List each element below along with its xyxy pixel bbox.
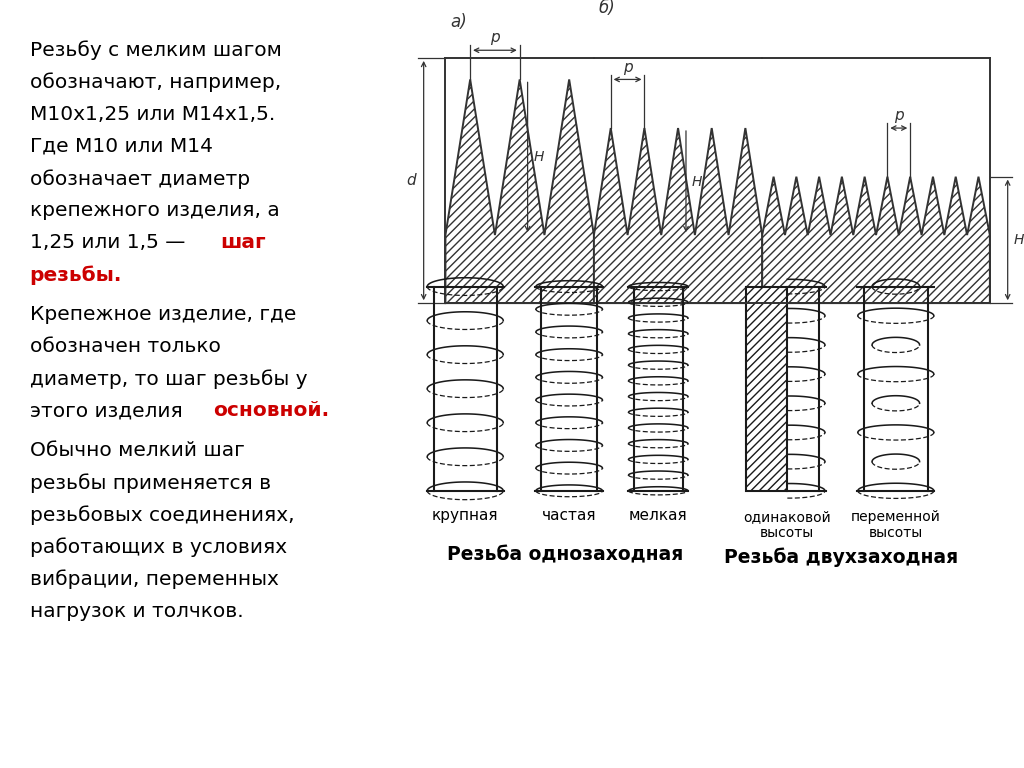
Text: мелкая: мелкая xyxy=(629,508,687,523)
Text: частая: частая xyxy=(542,508,596,523)
Text: р: р xyxy=(894,108,903,123)
Text: М10х1,25 или М14х1,5.: М10х1,25 или М14х1,5. xyxy=(30,104,275,124)
Text: Где М10 или М14: Где М10 или М14 xyxy=(30,137,213,156)
Text: а): а) xyxy=(451,13,467,31)
Text: резьбовых соединениях,: резьбовых соединениях, xyxy=(30,505,294,525)
Text: одинаковой: одинаковой xyxy=(743,510,830,525)
Text: вибрации, переменных: вибрации, переменных xyxy=(30,570,279,589)
Text: Крепежное изделие, где: Крепежное изделие, где xyxy=(30,305,296,324)
Text: обозначают, например,: обозначают, например, xyxy=(30,73,281,92)
Text: основной.: основной. xyxy=(213,402,329,420)
Text: диаметр, то шаг резьбы у: диаметр, то шаг резьбы у xyxy=(30,369,307,389)
Text: H: H xyxy=(534,151,544,164)
Text: р: р xyxy=(623,60,633,74)
Polygon shape xyxy=(745,286,787,491)
Polygon shape xyxy=(445,79,594,303)
Text: нагрузок и толчков.: нагрузок и толчков. xyxy=(30,601,244,621)
Text: резьбы.: резьбы. xyxy=(30,265,122,285)
Polygon shape xyxy=(594,128,762,303)
Text: 1,25 или 1,5 —: 1,25 или 1,5 — xyxy=(30,233,191,252)
Text: шаг: шаг xyxy=(220,233,265,252)
Text: крупная: крупная xyxy=(432,508,499,523)
Text: работающих в условиях: работающих в условиях xyxy=(30,538,287,557)
Text: высоты: высоты xyxy=(760,526,814,540)
Text: переменной: переменной xyxy=(851,510,941,525)
Text: Обычно мелкий шаг: Обычно мелкий шаг xyxy=(30,442,245,460)
Text: этого изделия: этого изделия xyxy=(30,402,188,420)
Text: высоты: высоты xyxy=(868,526,923,540)
Text: H: H xyxy=(692,174,702,189)
Text: обозначен только: обозначен только xyxy=(30,337,220,356)
Text: H: H xyxy=(1014,233,1024,247)
Text: Резьба двухзаходная: Резьба двухзаходная xyxy=(724,548,958,567)
Text: крепежного изделия, а: крепежного изделия, а xyxy=(30,201,280,220)
Text: Резьба однозаходная: Резьба однозаходная xyxy=(447,545,683,564)
Text: обозначает диаметр: обозначает диаметр xyxy=(30,169,250,189)
Text: б): б) xyxy=(599,0,615,17)
Text: d: d xyxy=(407,173,416,188)
Polygon shape xyxy=(762,177,990,303)
Text: Резьбу с мелким шагом: Резьбу с мелким шагом xyxy=(30,41,282,60)
Text: резьбы применяется в: резьбы применяется в xyxy=(30,473,270,493)
Text: р: р xyxy=(490,31,500,45)
